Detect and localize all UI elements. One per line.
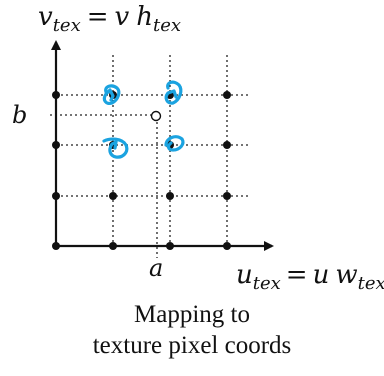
- texel-dot: [52, 141, 60, 149]
- texel-dot: [109, 192, 117, 200]
- sample-point: [150, 110, 162, 122]
- texel-dot: [52, 242, 60, 250]
- u-axis-rhs-sub: tex: [358, 273, 384, 294]
- label-b: b: [12, 101, 27, 129]
- v-axis-rhs-var1: v: [115, 2, 130, 32]
- grid-lines: [50, 55, 250, 258]
- v-axis-title: vtex = v htex: [38, 2, 181, 36]
- diagram-svg: vtex = v htex utex = u wtex a b: [12, 2, 384, 294]
- highlight-scribble: [102, 137, 129, 159]
- label-a: a: [149, 254, 163, 282]
- u-axis-var: u: [236, 260, 253, 290]
- texel-dot: [223, 91, 231, 99]
- texel-dot: [223, 242, 231, 250]
- u-axis-eq: =: [286, 260, 308, 290]
- neighbor-highlights: [102, 80, 185, 159]
- v-axis-rhs-sub: tex: [153, 15, 181, 36]
- u-axis-rhs-var1: u: [313, 260, 330, 290]
- texel-dot: [109, 242, 117, 250]
- caption-line-2: texture pixel coords: [92, 332, 292, 359]
- v-axis-eq: =: [87, 2, 109, 32]
- highlight-scribble: [102, 84, 121, 106]
- v-axis-rhs-var2: h: [136, 2, 153, 32]
- texel-dot: [52, 91, 60, 99]
- u-axis-title: utex = u wtex: [236, 260, 384, 294]
- texel-dot: [223, 141, 231, 149]
- v-axis-var: v: [38, 2, 53, 32]
- highlight-scribble: [164, 135, 185, 152]
- v-axis-sub: tex: [53, 15, 81, 36]
- texel-dot: [52, 192, 60, 200]
- texel-dot: [166, 242, 174, 250]
- highlight-scribble: [164, 80, 183, 105]
- u-axis-sub: tex: [253, 273, 281, 294]
- caption-line-1: Mapping to: [134, 301, 250, 328]
- texel-dot: [166, 192, 174, 200]
- u-axis-rhs-var2: w: [335, 260, 357, 290]
- texel-dot: [223, 192, 231, 200]
